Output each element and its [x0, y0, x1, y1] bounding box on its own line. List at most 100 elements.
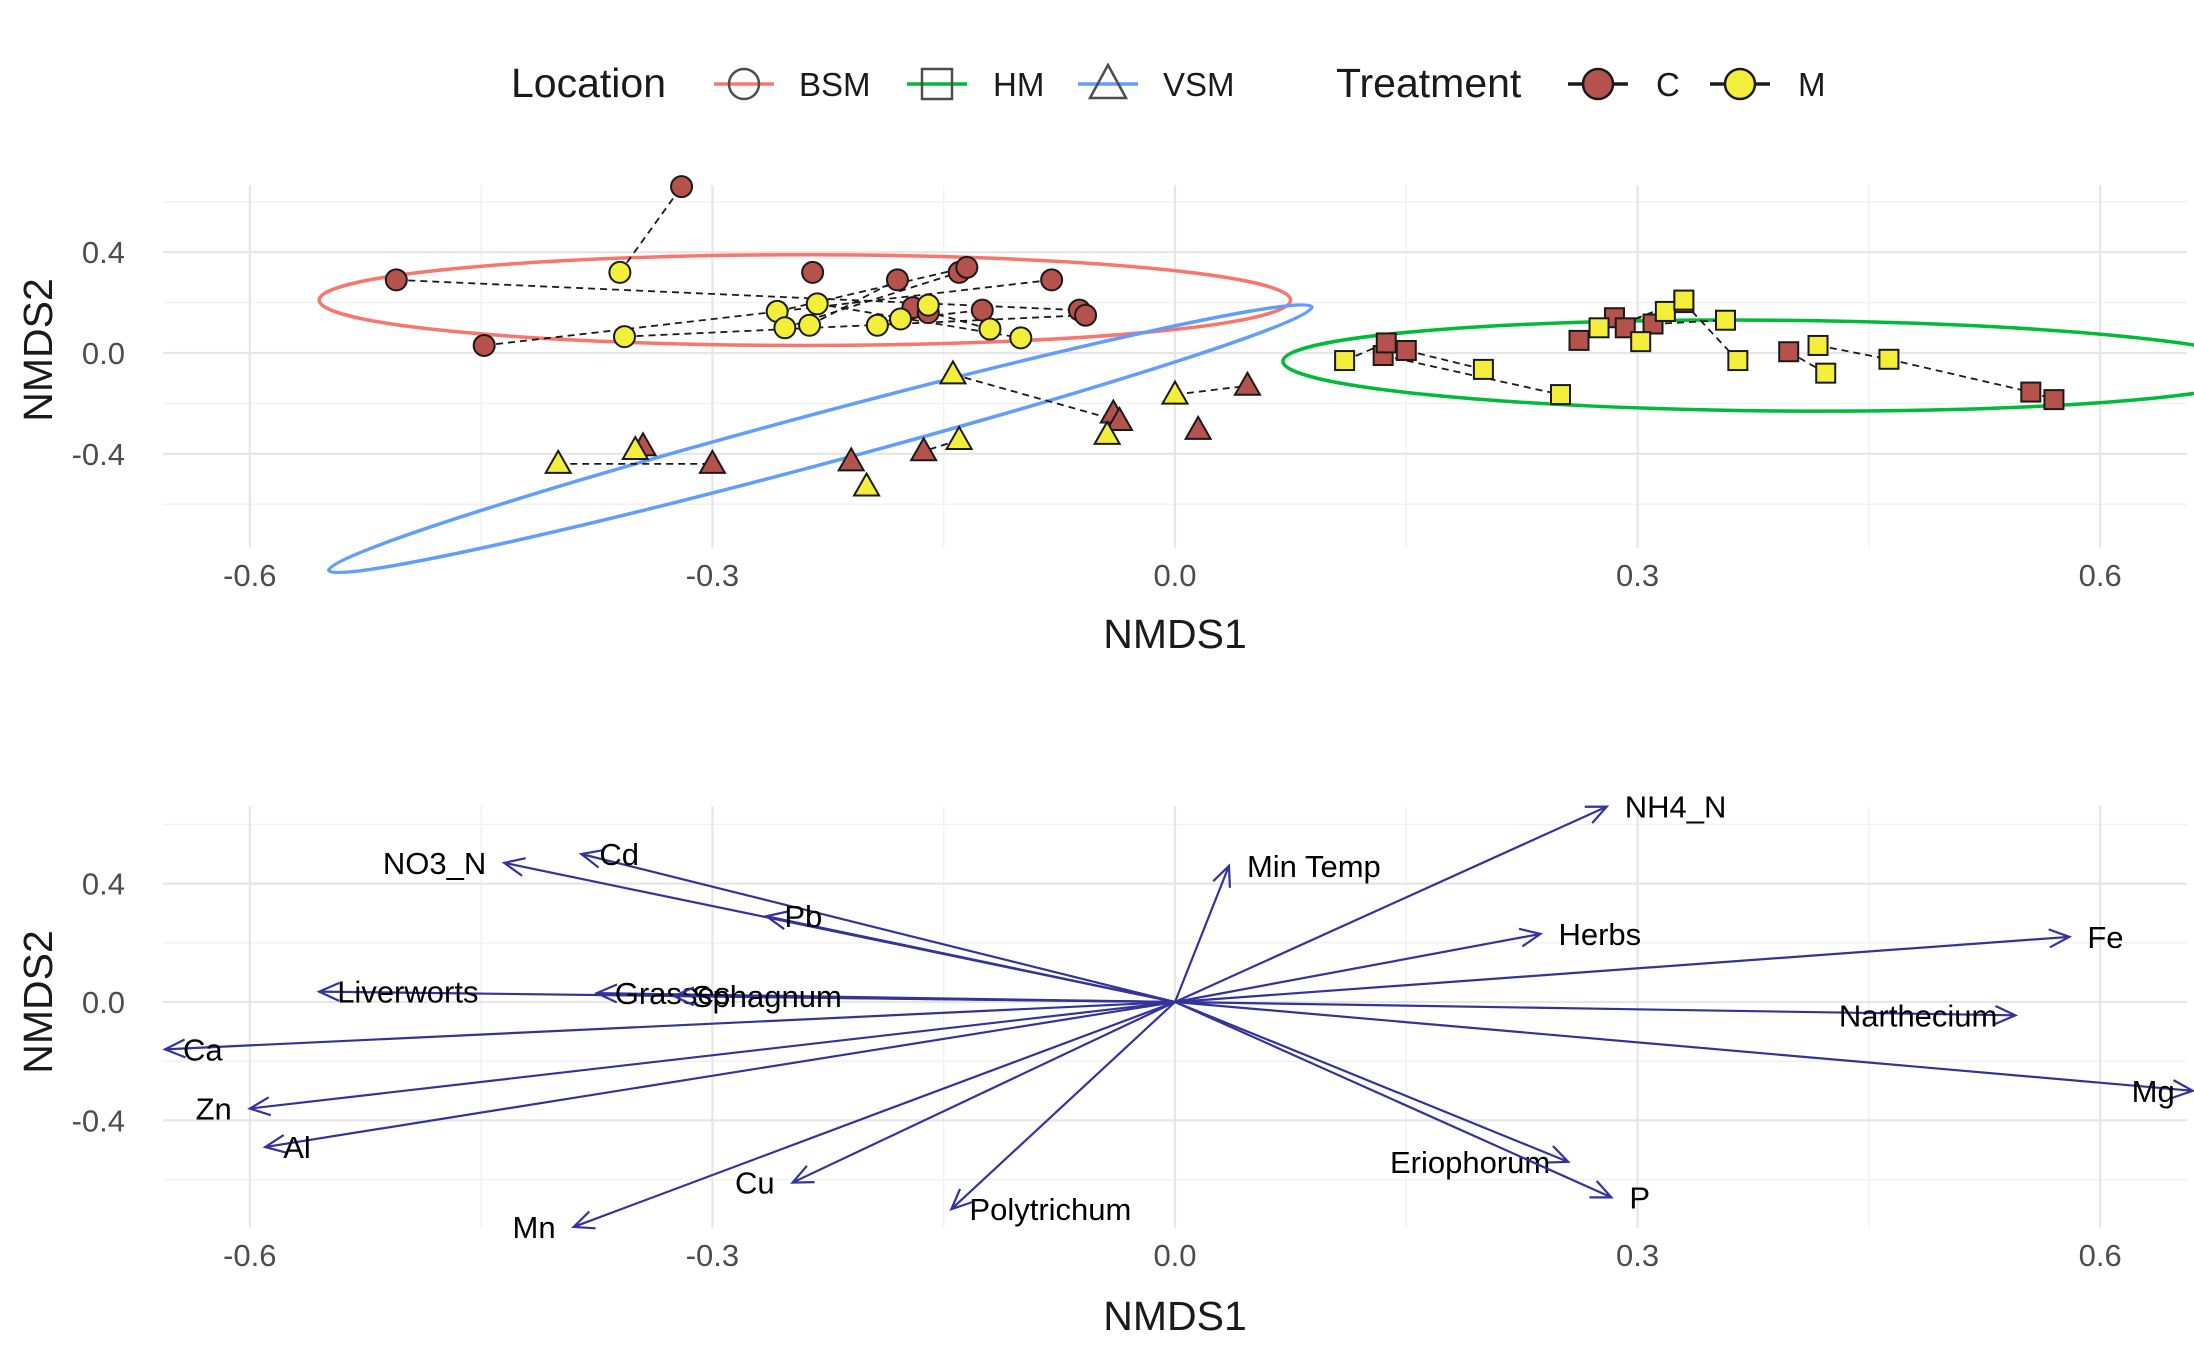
vector-pb-label: Pb: [784, 899, 822, 934]
point-bsm-m: [865, 313, 889, 337]
legend-key-vsm: VSM: [1078, 62, 1235, 103]
vector-ca-arrowhead: [162, 1038, 186, 1059]
vector-min-temp-line: [1173, 865, 1230, 1003]
legend: Location BSM HM VSM Treatment C M: [511, 60, 1826, 106]
vector-no3-n-arrowhead: [501, 857, 526, 877]
vector-liverworts-label: Liverworts: [337, 975, 478, 1010]
connector-line: [1382, 354, 1561, 396]
vector-liverworts-arrowhead: [316, 981, 340, 1002]
point-hm-c: [2020, 381, 2042, 403]
y-tick-label: 0.4: [82, 235, 125, 270]
vector-pb-arrowhead: [763, 910, 789, 930]
point-vsm-m: [1160, 379, 1190, 405]
y-tick-label: 0.0: [82, 985, 125, 1020]
point-bsm-c: [1074, 303, 1098, 327]
point-hm-m: [1654, 300, 1676, 322]
x-ticks-bottom: -0.6 -0.3 0.0 0.3 0.6: [223, 1238, 2122, 1273]
vector-cu-line: [792, 1001, 1176, 1184]
point-hm-m: [1878, 348, 1900, 370]
point-vsm-m: [852, 471, 881, 497]
connector-line: [809, 279, 898, 327]
point-vsm-m: [944, 424, 974, 450]
grid-top: [163, 185, 2187, 548]
grid-bottom: [163, 806, 2187, 1228]
vector-cu-label: Cu: [735, 1166, 775, 1201]
x-axis-title-bottom: NMDS1: [1103, 1293, 1247, 1339]
vector-grasses-label: Grasses: [615, 976, 730, 1011]
point-vsm-c: [909, 436, 938, 462]
point-hm-c: [2043, 389, 2065, 411]
ellipse-bsm: [317, 252, 1293, 348]
y-tick-label: 0.4: [82, 867, 125, 902]
point-hm-c: [1614, 317, 1636, 339]
connector-line: [619, 186, 683, 273]
vector-ca-line: [164, 1000, 1176, 1051]
vector-min-temp-arrowhead: [1212, 863, 1232, 888]
ellipses-top: [317, 252, 2194, 575]
point-bsm-m: [978, 317, 1002, 341]
legend-key-c: C: [1568, 66, 1680, 103]
point-bsm-m: [889, 307, 913, 331]
connector-line: [776, 266, 968, 313]
vector-mg-label: Mg: [2132, 1074, 2175, 1109]
point-bsm-c: [384, 268, 408, 292]
point-hm-m: [1472, 358, 1494, 380]
vector-fe-label: Fe: [2087, 920, 2123, 955]
x-tick-label: 0.0: [1153, 558, 1196, 593]
vector-herbs-label: Herbs: [1558, 917, 1641, 952]
vector-mn-label: Mn: [513, 1210, 556, 1245]
point-bsm-m: [608, 260, 632, 284]
vector-narthecium-label: Narthecium: [1839, 998, 1998, 1033]
point-bsm-m: [773, 316, 797, 340]
point-vsm-c: [1183, 414, 1213, 440]
y-axis-title-top: NMDS2: [15, 278, 61, 422]
point-hm-m: [1673, 289, 1695, 311]
vector-cd-line: [581, 852, 1176, 1004]
connector-line: [1817, 344, 1890, 361]
connector-line: [1888, 358, 2032, 393]
vector-cd-label: Cd: [599, 837, 639, 872]
point-vsm-c: [1233, 370, 1262, 396]
connector-line: [1174, 384, 1248, 396]
legend-key-bsm: BSM: [714, 66, 871, 103]
legend-key-m: M: [1710, 66, 1826, 103]
point-vsm-m: [1092, 419, 1122, 445]
vector-al-arrowhead: [262, 1134, 287, 1154]
legend-circle-icon: [727, 67, 761, 101]
legend-key-hm: HM: [907, 66, 1044, 103]
point-hm-m: [1807, 334, 1829, 356]
point-bsm-m: [805, 292, 829, 316]
legend-treatment-title: Treatment: [1336, 60, 1522, 106]
vector-zn-arrowhead: [247, 1096, 272, 1117]
vector-nh4-n-line: [1174, 805, 1608, 1004]
legend-label-m: M: [1798, 66, 1826, 103]
x-tick-label: 0.0: [1153, 1238, 1196, 1273]
vector-pb-line: [766, 915, 1176, 1004]
vector-sphagnum-line: [673, 994, 1176, 1004]
connector-line: [1652, 319, 1726, 325]
legend-label-bsm: BSM: [799, 66, 871, 103]
y-tick-label: -0.4: [72, 437, 125, 472]
points-top: [384, 175, 2065, 497]
y-tick-label: -0.4: [72, 1103, 125, 1138]
connector-line: [1406, 349, 1484, 371]
vector-polytrichum-arrowhead: [949, 1188, 973, 1212]
x-tick-label: -0.6: [223, 558, 276, 593]
vector-nh4-n-label: NH4_N: [1625, 790, 1727, 825]
vector-herbs-line: [1174, 932, 1541, 1004]
point-bsm-c: [885, 268, 909, 292]
point-bsm-m: [916, 293, 940, 317]
point-vsm-c: [1105, 406, 1134, 432]
vector-narthecium-line: [1174, 1000, 2016, 1017]
vector-eriophorum-line: [1174, 1000, 1569, 1163]
connector-line: [396, 279, 1080, 312]
vector-eriophorum-label: Eriophorum: [1390, 1145, 1550, 1180]
connector-line: [624, 314, 1086, 338]
point-hm-m: [1550, 384, 1571, 406]
vector-fe-arrowhead: [2048, 928, 2073, 949]
legend-triangle-icon: [1087, 62, 1129, 100]
vector-cu-arrowhead: [790, 1165, 815, 1184]
point-bsm-m: [1009, 326, 1033, 350]
ellipse-hm: [1281, 318, 2194, 413]
